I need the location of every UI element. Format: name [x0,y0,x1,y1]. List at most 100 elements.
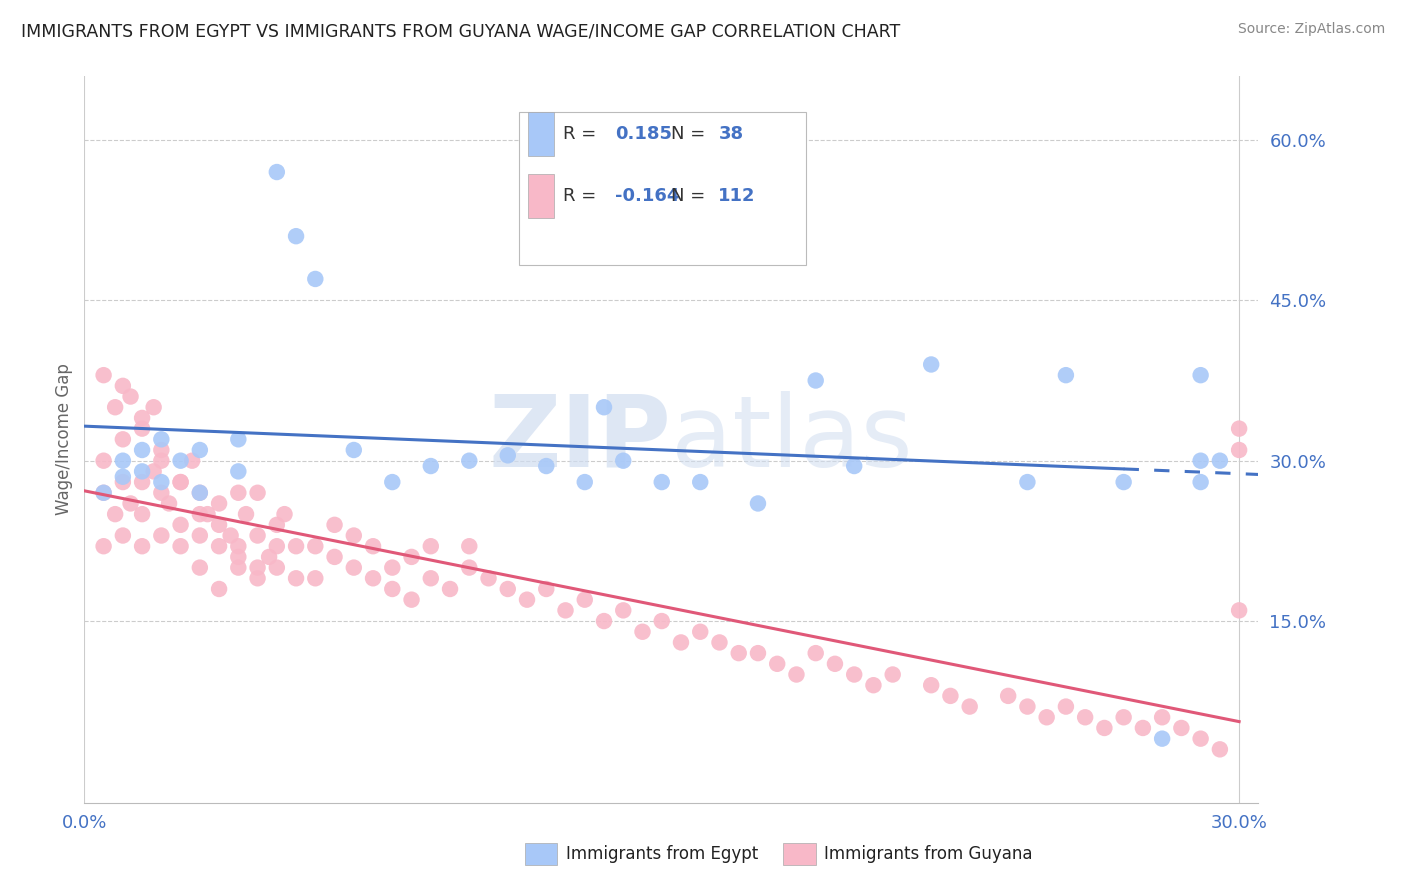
Text: N =: N = [672,186,711,205]
Point [266,560,288,574]
Point [188,442,211,457]
Bar [529,112,554,156]
Point [804,374,827,388]
Point [150,432,173,446]
Point [997,689,1019,703]
Point [1074,710,1097,724]
Point [689,624,711,639]
Point [93,539,115,553]
Point [228,539,250,553]
Point [169,517,191,532]
Point [343,442,366,457]
Point [1132,721,1154,735]
Point [612,453,634,467]
Point [219,528,242,542]
Point [93,485,115,500]
Point [120,390,142,404]
Point [304,539,326,553]
Point [323,517,346,532]
Point [228,560,250,574]
Point [228,485,250,500]
Point [257,549,280,564]
Point [208,496,231,510]
Point [131,422,153,436]
Point [188,485,211,500]
Point [574,592,596,607]
Point [1227,422,1250,436]
Point [188,528,211,542]
Point [246,560,269,574]
Point [381,582,404,596]
Point [920,678,942,692]
Point [669,635,692,649]
Point [1189,368,1212,383]
Point [131,411,153,425]
Point [766,657,789,671]
Point [266,517,288,532]
Point [246,571,269,585]
Point [120,496,142,510]
Text: R =: R = [564,186,602,205]
Point [959,699,981,714]
Point [401,549,423,564]
Point [93,453,115,467]
Point [1054,699,1077,714]
Text: Source: ZipAtlas.com: Source: ZipAtlas.com [1237,22,1385,37]
Point [1170,721,1192,735]
Point [612,603,634,617]
Point [516,592,538,607]
Point [1189,453,1212,467]
Point [323,549,346,564]
Y-axis label: Wage/Income Gap: Wage/Income Gap [55,363,73,516]
Point [111,475,134,489]
Point [131,464,153,478]
Point [228,432,250,446]
Point [150,485,173,500]
Point [747,646,769,660]
Point [689,475,711,489]
Point [631,624,654,639]
Point [1092,721,1115,735]
Text: ZIP: ZIP [488,391,672,488]
Point [458,560,481,574]
Point [111,379,134,393]
Point [111,528,134,542]
Point [142,401,165,415]
Text: atlas: atlas [672,391,912,488]
Point [882,667,904,681]
Point [266,539,288,553]
Point [142,464,165,478]
Point [104,401,127,415]
Point [785,667,807,681]
Point [844,667,866,681]
Point [458,539,481,553]
Point [1209,742,1232,756]
Text: IMMIGRANTS FROM EGYPT VS IMMIGRANTS FROM GUYANA WAGE/INCOME GAP CORRELATION CHAR: IMMIGRANTS FROM EGYPT VS IMMIGRANTS FROM… [21,22,900,40]
Point [381,475,404,489]
Point [169,539,191,553]
Point [1152,731,1174,746]
Point [1189,475,1212,489]
Point [651,614,673,628]
Point [1227,603,1250,617]
Point [228,549,250,564]
Point [208,517,231,532]
Point [361,539,384,553]
Point [111,432,134,446]
Point [208,539,231,553]
Point [304,272,326,286]
Point [157,496,180,510]
Point [188,507,211,521]
Point [131,442,153,457]
Point [419,539,441,553]
Point [419,571,441,585]
Point [824,657,846,671]
FancyBboxPatch shape [519,112,807,265]
Point [1189,731,1212,746]
Text: N =: N = [672,125,711,143]
Point [343,560,366,574]
Point [477,571,499,585]
Point [747,496,769,510]
Text: 38: 38 [718,125,744,143]
Point [235,507,257,521]
